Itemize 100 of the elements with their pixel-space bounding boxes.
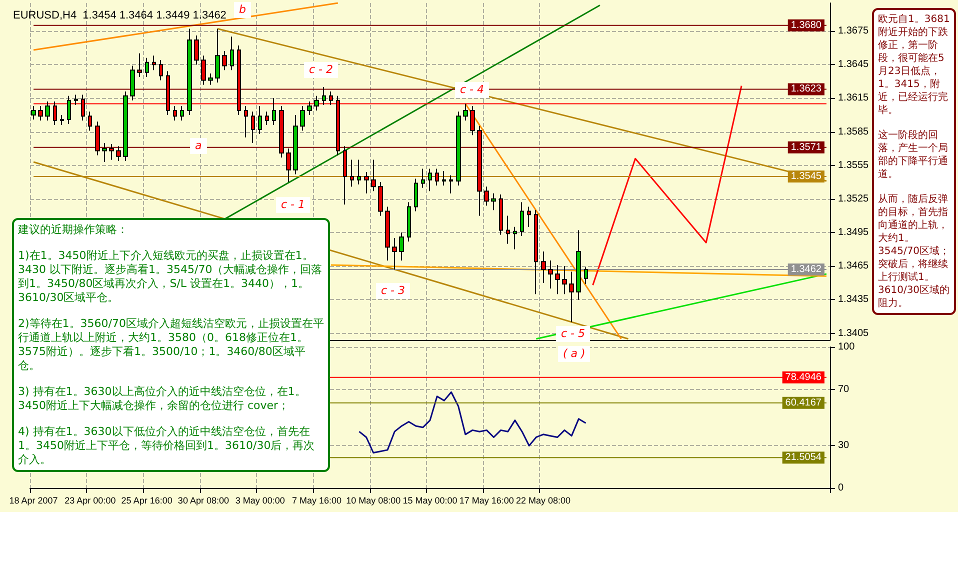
y-tick-label: 100 [838, 342, 856, 352]
candlestick [569, 271, 574, 323]
candlestick [520, 202, 524, 236]
candlestick [414, 178, 418, 212]
candlestick [484, 186, 489, 206]
candlestick [60, 114, 64, 126]
y-tick-label: 1.3555 [838, 160, 870, 171]
candlestick [385, 206, 390, 262]
candlestick [102, 142, 107, 162]
candlestick [307, 101, 312, 116]
candlestick [286, 148, 291, 183]
candlestick [109, 144, 114, 160]
candlestick [449, 174, 453, 194]
candlestick [222, 50, 227, 71]
candlestick [555, 264, 560, 295]
candlestick [81, 94, 85, 122]
x-tick-label: 18 Apr 2007 [9, 496, 58, 506]
x-tick-label: 30 Apr 08:00 [178, 496, 229, 506]
line-series [358, 391, 586, 454]
y-tick-label: 1.3435 [838, 294, 870, 306]
text: 突破后，将继续上行测试1。3610/30区域的阻力。 [878, 258, 950, 310]
candlestick [53, 101, 57, 126]
candlestick [279, 106, 284, 158]
candlestick [31, 106, 36, 120]
candlestick [350, 159, 354, 188]
candlestick [562, 266, 567, 295]
annotation: 2)等待在1。3560/70区域介入超短线沽空欧元，止损设置在平行通道上轨以上附近，大约1。3580（0。618修正位在1。3575附近）。逐步下看1。3500/10；1。3460/80区域平仓。 [18, 317, 324, 373]
x-tick-label: 22 May 08:00 [516, 496, 571, 506]
candlestick [357, 159, 361, 185]
annotation: c - 3 [376, 283, 410, 299]
text: 这一阶段的回落，产生一个局部的下降平行通道。 [878, 129, 949, 181]
annotation: b [234, 2, 251, 18]
candlestick [499, 194, 503, 236]
y-tick-label: 1.3615 [838, 92, 870, 104]
candlestick [67, 95, 71, 124]
candlestick [477, 126, 482, 216]
x-tick-label: 3 May 00:00 [235, 496, 285, 506]
candlestick [74, 94, 78, 106]
annotation: c - 2 [304, 62, 338, 78]
candlestick [364, 172, 369, 194]
y-tick-label: 1.3675 [838, 25, 870, 36]
annotation: 3) 持有在1。3630以上高位介入的近中线沽空仓位，在1。3450附近上下大幅减仓操作，余留的仓位进行 cover； [18, 385, 307, 413]
candlestick [456, 111, 461, 186]
candlestick [428, 168, 432, 192]
candlestick [152, 55, 156, 71]
x-tick-label: 15 May 00:00 [402, 496, 458, 506]
candlestick [534, 210, 538, 295]
candlestick [166, 70, 170, 116]
candlestick [336, 95, 340, 156]
candlestick [378, 182, 383, 216]
candlestick [180, 106, 184, 122]
ref-line-label: 21.5054 [785, 452, 822, 464]
candlestick [187, 28, 192, 116]
ref-line-label: 1.3623 [790, 84, 822, 95]
candlestick [130, 65, 135, 101]
candlestick [314, 95, 319, 111]
annotation: ( a ) [558, 346, 590, 362]
text: 从而，随后反弹的目标，首先指向通道的上轨，大约1。3545/70区域； [878, 193, 950, 258]
ref-line-label: 1.3545 [790, 171, 822, 182]
y-tick-label: 1.3525 [838, 193, 870, 204]
candlestick [88, 111, 92, 132]
candlestick [215, 28, 220, 83]
y-tick-label: 70 [838, 384, 850, 395]
y-tick-label: 1.3585 [838, 126, 870, 138]
ref-line-label: 60.4167 [785, 397, 822, 408]
candlestick [230, 36, 234, 71]
candlestick [265, 111, 269, 126]
annotation: a [190, 138, 207, 154]
candlestick [506, 215, 510, 244]
y-tick-label: 0 [838, 482, 844, 494]
y-tick-label: 1.3465 [838, 260, 870, 272]
candlestick [201, 55, 206, 86]
candlestick [407, 202, 411, 242]
candlestick [137, 52, 142, 78]
candlestick [116, 146, 121, 162]
candlestick [399, 232, 404, 262]
candlestick [329, 90, 333, 106]
candlestick [38, 106, 43, 122]
candlestick [371, 159, 376, 192]
ref-line-label: 1.3680 [790, 20, 822, 31]
ref-line-label: 1.3571 [790, 142, 822, 153]
candlestick [322, 86, 326, 106]
candlestick [237, 45, 241, 116]
ref-line-label: 78.4946 [785, 372, 822, 383]
text: EURUSD,H4 1.3454 1.3464 1.3449 1.3462 [13, 10, 226, 22]
candlestick [343, 146, 347, 206]
x-tick-label: 7 May 16:00 [292, 496, 342, 506]
candlestick [442, 170, 446, 186]
annotation: c - 5 [556, 326, 590, 342]
annotation: c - 4 [455, 82, 490, 98]
y-tick-label: 30 [838, 440, 850, 452]
annotation: c - 1 [276, 197, 310, 213]
annotation: 4) 持有在1。3630以下低位介入的近中线沽空仓位，首先在1。3450附近上下平仓，等待价格回到1。3610/30后，再次介入。 [18, 425, 316, 467]
candlestick [300, 106, 305, 132]
ref-line-label: 1.3462 [790, 264, 822, 275]
text: 欧元自1。3681附近开始的下跌修正，第一阶段，很可能在5月23日低点，1。3415，附近，已经运行完毕。 [878, 13, 950, 117]
candlestick [194, 34, 199, 66]
candlestick [584, 266, 588, 285]
candlestick [541, 251, 546, 284]
y-tick-label: 1.3495 [838, 227, 870, 238]
